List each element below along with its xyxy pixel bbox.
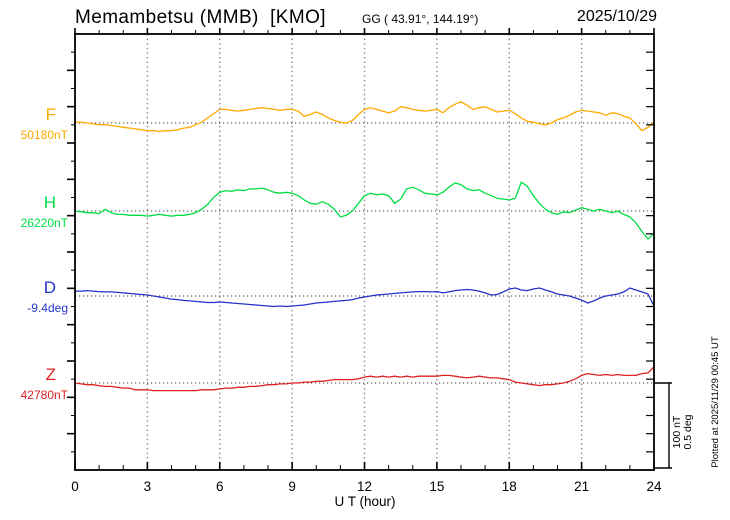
trace-d <box>74 287 655 308</box>
x-tick-label: 0 <box>71 479 79 494</box>
scale-bar-deg: 0.5 deg <box>682 414 694 450</box>
x-tick-label: 3 <box>144 479 152 494</box>
x-tick-label: 15 <box>429 479 444 494</box>
component-label-z: Z <box>45 365 56 384</box>
station-title: Memambetsu (MMB) [KMO] <box>75 7 326 28</box>
component-baseline-value-f: 50180nT <box>20 128 68 142</box>
component-label-d: D <box>43 278 56 297</box>
component-baseline-value-h: 26220nT <box>20 216 68 230</box>
component-baseline-value-z: 42780nT <box>20 388 68 402</box>
x-tick-label: 12 <box>357 479 372 494</box>
x-tick-label: 9 <box>288 479 296 494</box>
scale-bar-label: 100 nT 0.5 deg <box>671 397 694 467</box>
plot-frame <box>74 33 655 471</box>
geographic-coordinates: GG ( 43.91°, 144.19°) <box>362 12 479 26</box>
plotted-at-note: Plotted at 2025/11/29 00:45 UT <box>710 336 721 468</box>
x-tick-label: 21 <box>574 479 589 494</box>
trace-z <box>74 366 655 392</box>
x-tick-label: 18 <box>502 479 517 494</box>
component-label-f: F <box>45 105 56 124</box>
trace-f <box>74 101 655 133</box>
component-baseline-value-d: -9.4deg <box>27 301 68 315</box>
x-tick-label: 24 <box>646 479 662 494</box>
component-label-h: H <box>43 193 56 212</box>
observation-date: 2025/10/29 <box>576 8 657 25</box>
x-axis-title: U T (hour) <box>334 494 396 509</box>
trace-h <box>74 181 655 240</box>
x-tick-label: 6 <box>216 479 224 494</box>
